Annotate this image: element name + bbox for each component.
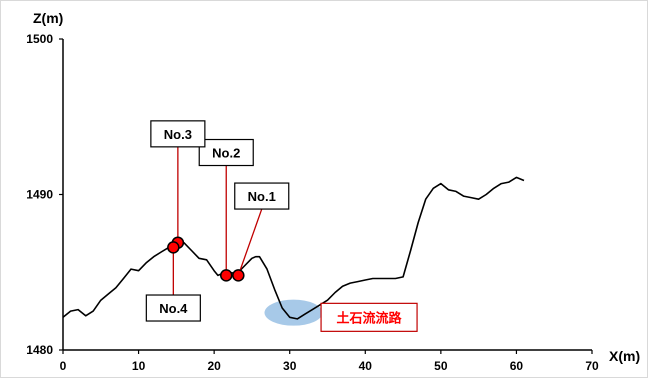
x-tick-label: 40 (359, 359, 373, 373)
point-label: No.3 (164, 127, 192, 142)
callout-box (145, 294, 201, 322)
profile-line (62, 176, 525, 320)
sample-point-marker (232, 269, 245, 282)
ticks-layer: 0 10 20 30 40 50 60 70 1480 1490 1500 (26, 32, 599, 373)
x-tick-label: 10 (132, 359, 146, 373)
callout-box (234, 182, 290, 210)
y-axis-label: Z(m) (33, 10, 63, 26)
point-label: No.4 (159, 301, 188, 316)
marker-layer (167, 236, 245, 282)
x-tick-label: 0 (60, 359, 67, 373)
callout-leader-line (237, 208, 263, 276)
ellipse-layer (264, 299, 323, 326)
point-label: No.1 (248, 189, 276, 204)
sample-point-marker (219, 269, 233, 282)
y-tick-label: 1500 (26, 32, 53, 46)
x-tick-label: 70 (585, 359, 599, 373)
x-tick-label: 20 (207, 359, 221, 373)
annotation-label: 土石流流路 (337, 310, 403, 325)
y-tick-label: 1480 (26, 343, 53, 357)
x-tick-label: 30 (283, 359, 297, 373)
y-tick-label: 1490 (26, 188, 53, 202)
callout-box (150, 120, 206, 148)
x-axis-label: X(m) (609, 348, 640, 364)
callout-box (198, 138, 254, 167)
x-tick-label: 50 (434, 359, 448, 373)
series-layer (62, 176, 525, 320)
sample-point-marker (167, 241, 180, 254)
axes-layer: Z(m) X(m) (33, 10, 640, 364)
x-tick-label: 60 (510, 359, 524, 373)
annotation-box (320, 302, 418, 332)
point-label: No.2 (212, 146, 240, 161)
callout-layer: No.1 No.2 No.3 No.4 土石流流路 (145, 120, 418, 332)
debris-flow-path-ellipse (264, 299, 323, 326)
